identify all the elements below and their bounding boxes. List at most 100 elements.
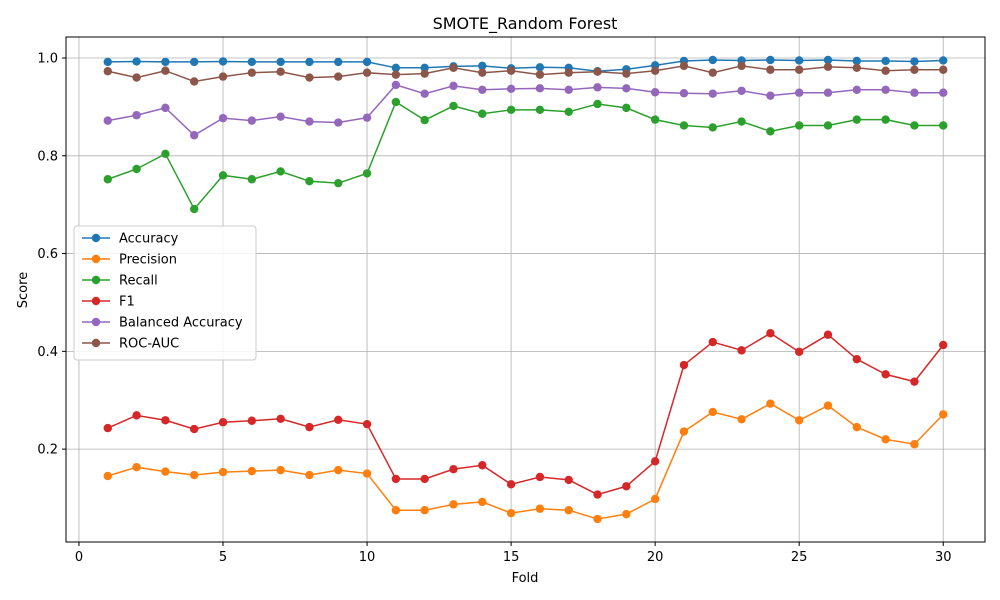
x-tick-label: 15	[503, 550, 520, 565]
data-point-roc-auc	[478, 68, 487, 77]
data-point-precision	[622, 509, 631, 519]
data-point-precision	[420, 506, 429, 515]
data-point-accuracy	[103, 57, 112, 67]
data-point-precision	[449, 500, 458, 509]
data-point-f1	[189, 424, 199, 434]
data-point-balanced-accuracy	[679, 89, 689, 98]
y-tick-label: 1.0	[37, 52, 58, 67]
legend-item: Recall	[82, 274, 158, 289]
data-point-recall	[823, 121, 833, 130]
data-point-roc-auc	[305, 73, 314, 82]
chart-title: SMOTE_Random Forest	[433, 14, 618, 34]
data-point-accuracy	[794, 56, 804, 65]
data-point-recall	[334, 178, 343, 188]
data-point-precision	[679, 427, 689, 436]
data-point-roc-auc	[737, 61, 746, 71]
legend-marker	[91, 233, 101, 243]
data-point-balanced-accuracy	[189, 131, 199, 140]
legend-item: F1	[82, 295, 135, 310]
data-point-f1	[247, 416, 257, 425]
data-point-balanced-accuracy	[362, 113, 372, 122]
data-point-balanced-accuracy	[247, 116, 257, 125]
axis-ticks: 0 5 10 15 20 25 30 0.2 0.4 0.6 0.8 1.0	[37, 52, 951, 565]
data-point-precision	[478, 497, 487, 507]
data-point-precision	[708, 407, 717, 417]
data-point-roc-auc	[679, 61, 689, 71]
data-point-roc-auc	[420, 69, 429, 78]
data-point-precision	[362, 469, 372, 478]
data-point-roc-auc	[334, 72, 343, 81]
data-point-f1	[161, 416, 170, 425]
data-point-f1	[939, 340, 948, 350]
data-point-f1	[593, 490, 602, 499]
data-point-f1	[478, 461, 487, 470]
data-point-precision	[276, 465, 285, 475]
data-point-precision	[910, 440, 919, 449]
data-point-accuracy	[305, 57, 314, 67]
data-point-balanced-accuracy	[823, 88, 833, 97]
x-axis-label: Fold	[512, 571, 539, 586]
data-point-balanced-accuracy	[737, 86, 746, 95]
data-point-roc-auc	[881, 66, 890, 75]
y-tick-label: 0.4	[37, 345, 58, 360]
data-point-recall	[132, 164, 141, 174]
data-point-roc-auc	[276, 67, 285, 76]
data-point-recall	[218, 171, 228, 180]
data-point-balanced-accuracy	[564, 85, 573, 94]
data-point-accuracy	[910, 57, 919, 66]
data-point-balanced-accuracy	[939, 88, 948, 97]
data-point-precision	[189, 470, 199, 480]
data-point-precision	[535, 504, 545, 513]
data-point-balanced-accuracy	[218, 113, 228, 123]
legend-marker	[91, 317, 101, 327]
data-point-f1	[362, 419, 372, 429]
data-point-roc-auc	[910, 65, 919, 74]
data-point-f1	[535, 472, 545, 482]
data-point-precision	[766, 399, 775, 408]
data-point-balanced-accuracy	[103, 116, 112, 125]
data-point-accuracy	[708, 55, 717, 65]
data-point-balanced-accuracy	[334, 118, 343, 127]
data-point-roc-auc	[218, 72, 228, 81]
data-point-balanced-accuracy	[276, 112, 285, 121]
data-point-roc-auc	[247, 68, 257, 77]
data-point-precision	[794, 416, 804, 425]
x-tick-label: 25	[791, 550, 808, 565]
data-point-precision	[737, 415, 746, 424]
data-point-recall	[650, 115, 660, 124]
data-point-f1	[276, 414, 285, 424]
data-point-recall	[766, 127, 775, 136]
data-point-recall	[189, 204, 199, 214]
series-line-accuracy	[107, 59, 944, 72]
data-point-f1	[449, 464, 458, 474]
data-point-roc-auc	[939, 65, 948, 74]
data-point-accuracy	[420, 63, 429, 72]
series-line-roc-auc	[107, 65, 944, 83]
data-point-precision	[650, 494, 660, 504]
data-point-f1	[766, 329, 775, 338]
data-point-balanced-accuracy	[449, 81, 458, 91]
legend-item: Accuracy	[82, 232, 179, 247]
y-axis-label: Score	[16, 272, 31, 308]
data-point-recall	[449, 101, 458, 111]
series-f1	[103, 329, 948, 499]
plot-frame	[65, 36, 986, 543]
series-recall	[103, 97, 948, 214]
data-point-f1	[708, 337, 717, 347]
data-point-accuracy	[478, 61, 487, 71]
data-point-recall	[362, 169, 372, 178]
data-point-recall	[881, 115, 890, 124]
data-point-f1	[420, 474, 429, 484]
data-point-roc-auc	[823, 62, 833, 72]
data-point-f1	[391, 474, 401, 484]
y-tick-label: 0.6	[37, 247, 58, 262]
legend-label: F1	[119, 295, 135, 310]
data-point-precision	[103, 471, 112, 481]
data-point-accuracy	[247, 57, 257, 67]
data-point-recall	[305, 177, 314, 186]
data-point-roc-auc	[189, 77, 199, 86]
data-point-recall	[852, 115, 862, 124]
data-point-f1	[506, 480, 516, 489]
data-point-balanced-accuracy	[910, 88, 919, 97]
data-point-precision	[881, 435, 890, 444]
